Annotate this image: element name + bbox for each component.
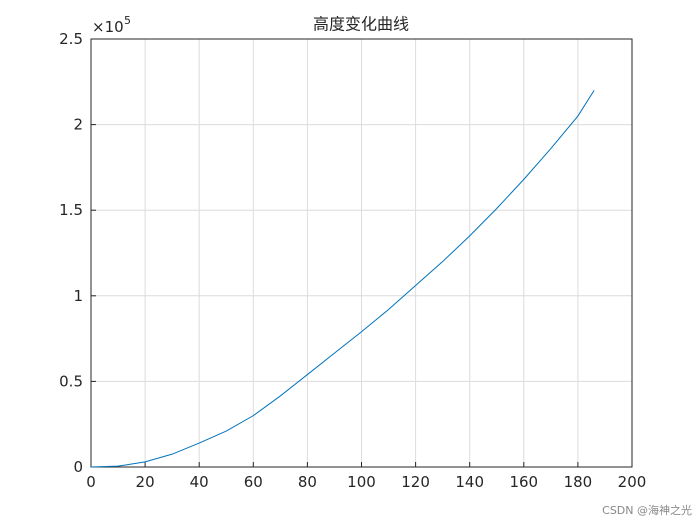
data-line — [90, 90, 595, 468]
x-tick-label: 40 — [190, 473, 209, 491]
y-tick-label: 0.5 — [59, 372, 83, 390]
x-tick-label: 160 — [509, 473, 538, 491]
y-tick-label: 1 — [73, 287, 83, 305]
x-tick-label: 180 — [564, 473, 593, 491]
watermark: CSDN @海神之光 — [602, 503, 692, 517]
x-tick-label: 100 — [347, 473, 376, 491]
plot-frame — [90, 38, 633, 468]
x-tick-label: 60 — [244, 473, 263, 491]
y-multiplier-base: ×10 — [92, 18, 124, 36]
y-multiplier-exponent: 5 — [124, 14, 131, 27]
x-tick-label: 0 — [86, 473, 96, 491]
x-tick-label: 80 — [298, 473, 317, 491]
x-tick-label: 120 — [401, 473, 430, 491]
y-tick-label: 0 — [73, 458, 83, 476]
y-tick-label: 1.5 — [59, 201, 83, 219]
y-tick-label: 2 — [73, 116, 83, 134]
y-tick-label: 2.5 — [59, 30, 83, 48]
chart-title: 高度变化曲线 — [313, 15, 409, 34]
x-tick-label: 20 — [136, 473, 155, 491]
x-tick-label: 200 — [618, 473, 647, 491]
x-tick-label: 140 — [455, 473, 484, 491]
